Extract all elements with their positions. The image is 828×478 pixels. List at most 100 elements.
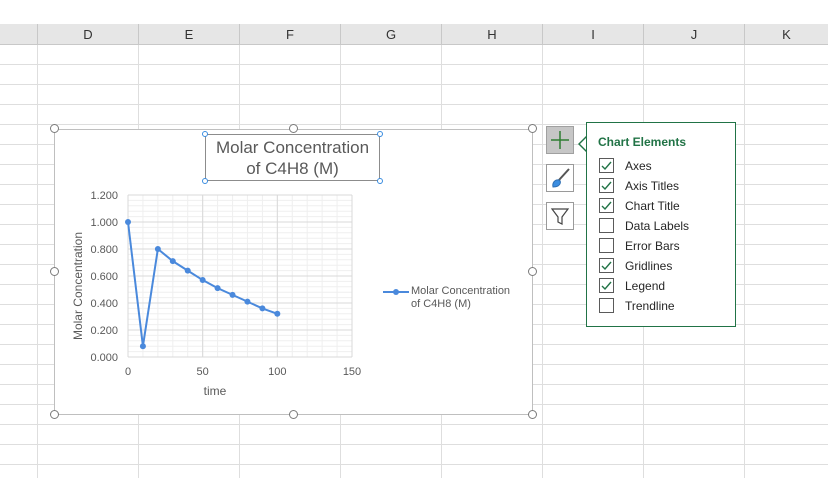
chart-handle-bottom-right[interactable] bbox=[528, 410, 537, 419]
chart-handle-bottom-left[interactable] bbox=[50, 410, 59, 419]
x-tick-label: 50 bbox=[197, 366, 209, 378]
checkbox-checked[interactable] bbox=[599, 278, 614, 293]
chart-filters-button[interactable] bbox=[546, 202, 574, 230]
option-label: Axes bbox=[625, 159, 652, 173]
x-tick-label: 0 bbox=[125, 366, 131, 378]
plus-icon bbox=[551, 131, 569, 149]
column-header-g[interactable]: G bbox=[341, 24, 442, 44]
legend-line2: of C4H8 (M) bbox=[411, 298, 471, 310]
checkbox-checked[interactable] bbox=[599, 178, 614, 193]
option-axis-titles[interactable]: Axis Titles bbox=[599, 177, 729, 195]
column-gridline bbox=[37, 45, 38, 478]
x-axis-title: time bbox=[204, 384, 227, 398]
checkbox-checked[interactable] bbox=[599, 258, 614, 273]
panel-pointer-fill bbox=[580, 137, 587, 151]
x-tick-label: 100 bbox=[268, 366, 286, 378]
data-point bbox=[244, 298, 251, 305]
column-header-j[interactable]: J bbox=[644, 24, 745, 44]
chart-handle-middle-left[interactable] bbox=[50, 267, 59, 276]
option-error-bars[interactable]: Error Bars bbox=[599, 237, 729, 255]
row-gridline bbox=[0, 64, 828, 65]
y-axis-title: Molar Concentration bbox=[71, 232, 85, 340]
data-point bbox=[259, 305, 266, 312]
chart-handle-top-center[interactable] bbox=[289, 124, 298, 133]
chart-legend[interactable]: Molar Concentration of C4H8 (M) bbox=[411, 285, 531, 311]
data-point bbox=[184, 267, 191, 274]
y-tick-label: 0.200 bbox=[90, 325, 118, 337]
column-header-i[interactable]: I bbox=[543, 24, 644, 44]
title-handle-tl[interactable] bbox=[202, 131, 208, 137]
option-label: Gridlines bbox=[625, 259, 673, 273]
chart-elements-button[interactable] bbox=[546, 126, 574, 154]
option-gridlines[interactable]: Gridlines bbox=[599, 257, 729, 275]
data-point bbox=[199, 277, 206, 284]
chart-handle-middle-right[interactable] bbox=[528, 267, 537, 276]
data-point bbox=[229, 291, 236, 298]
data-point bbox=[214, 285, 221, 292]
column-header-d[interactable]: D bbox=[38, 24, 139, 44]
chart-plot: 0.000 0.200 0.400 0.600 0.800 1.000 1.200 0 50 10… bbox=[71, 190, 361, 398]
y-tick-label: 0.600 bbox=[90, 271, 118, 283]
checkbox-checked[interactable] bbox=[599, 198, 614, 213]
option-axes[interactable]: Axes bbox=[599, 157, 729, 175]
funnel-icon bbox=[550, 208, 570, 225]
chart-title-line1: Molar Concentration bbox=[215, 138, 370, 157]
paintbrush-icon bbox=[552, 168, 570, 188]
title-handle-bl[interactable] bbox=[202, 178, 208, 184]
option-label: Trendline bbox=[625, 299, 675, 313]
legend-line1: Molar Concentration bbox=[411, 285, 511, 297]
checkmark-icon bbox=[601, 201, 612, 211]
option-label: Error Bars bbox=[625, 239, 680, 253]
data-point bbox=[125, 219, 131, 225]
legend-point-marker bbox=[393, 289, 399, 295]
checkmark-icon bbox=[601, 281, 612, 291]
checkbox-unchecked[interactable] bbox=[599, 238, 614, 253]
chart-title[interactable]: Molar Concentration of C4H8 (M) bbox=[205, 137, 380, 179]
column-header-c-partial[interactable] bbox=[0, 24, 38, 44]
y-tick-label: 0.400 bbox=[90, 298, 118, 310]
title-handle-tr[interactable] bbox=[377, 131, 383, 137]
y-tick-label: 0.800 bbox=[90, 244, 118, 256]
checkbox-unchecked[interactable] bbox=[599, 298, 614, 313]
chart-elements-panel: Chart Elements Axes Axis Titles Chart Titl… bbox=[586, 122, 736, 327]
checkbox-unchecked[interactable] bbox=[599, 218, 614, 233]
title-handle-br[interactable] bbox=[377, 178, 383, 184]
column-header-h[interactable]: H bbox=[442, 24, 543, 44]
column-header-bar: D E F G H I J K bbox=[0, 24, 828, 45]
chart-styles-button[interactable] bbox=[546, 164, 574, 192]
data-point bbox=[274, 310, 281, 317]
option-label: Axis Titles bbox=[625, 179, 680, 193]
y-tick-label: 1.000 bbox=[90, 217, 118, 229]
row-gridline bbox=[0, 464, 828, 465]
column-header-f[interactable]: F bbox=[240, 24, 341, 44]
row-gridline bbox=[0, 124, 828, 125]
option-label: Legend bbox=[625, 279, 666, 293]
row-gridline bbox=[0, 424, 828, 425]
data-point bbox=[169, 258, 176, 265]
option-trendline[interactable]: Trendline bbox=[599, 297, 729, 315]
panel-title: Chart Elements bbox=[598, 135, 687, 149]
chart-title-box[interactable] bbox=[205, 134, 380, 181]
checkmark-icon bbox=[601, 261, 612, 271]
x-tick-label: 150 bbox=[343, 366, 361, 378]
option-legend[interactable]: Legend bbox=[599, 277, 729, 295]
checkmark-icon bbox=[601, 181, 612, 191]
row-gridline bbox=[0, 104, 828, 105]
chart-handle-top-left[interactable] bbox=[50, 124, 59, 133]
column-gridline bbox=[542, 45, 543, 478]
checkbox-checked[interactable] bbox=[599, 158, 614, 173]
data-point bbox=[154, 246, 161, 252]
ribbon-strip bbox=[0, 0, 828, 24]
row-gridline bbox=[0, 444, 828, 445]
checkmark-icon bbox=[601, 161, 612, 171]
option-data-labels[interactable]: Data Labels bbox=[599, 217, 729, 235]
column-header-k[interactable]: K bbox=[782, 27, 791, 42]
chart-handle-bottom-center[interactable] bbox=[289, 410, 298, 419]
y-tick-label: 0.000 bbox=[90, 352, 118, 364]
column-header-e[interactable]: E bbox=[139, 24, 240, 44]
option-label: Chart Title bbox=[625, 199, 680, 213]
option-chart-title[interactable]: Chart Title bbox=[599, 197, 729, 215]
row-gridline bbox=[0, 84, 828, 85]
option-label: Data Labels bbox=[625, 219, 690, 233]
chart-handle-top-right[interactable] bbox=[528, 124, 537, 133]
